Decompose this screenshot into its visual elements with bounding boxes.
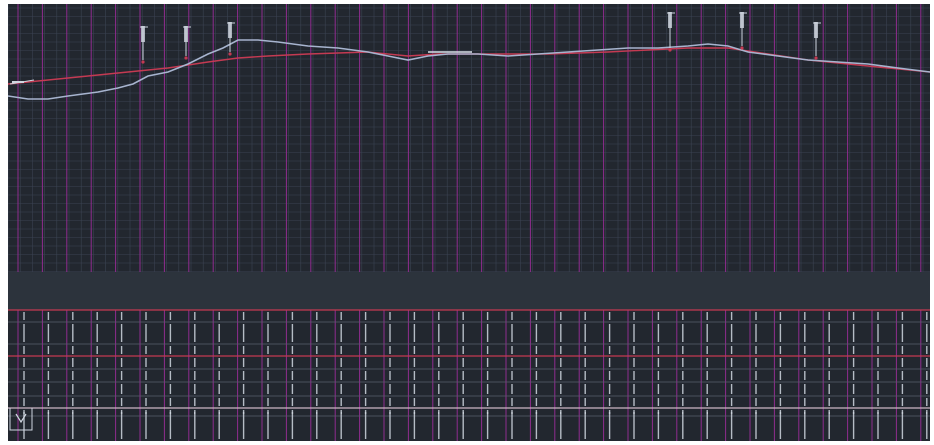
- grid-major-lines: [17, 4, 922, 441]
- start-label: [9, 79, 35, 85]
- vertical-curve-marker: [140, 26, 148, 64]
- profile-drawing-canvas[interactable]: [8, 4, 930, 441]
- vertical-curve-marker: [667, 12, 675, 52]
- vertical-curve-marker: [183, 26, 191, 60]
- data-table-band: [8, 272, 930, 310]
- ground-profile-line[interactable]: [8, 39, 930, 100]
- vertical-curve-marker: [813, 22, 821, 60]
- vertical-curve-marker: [739, 12, 747, 50]
- ucs-axis-icon: [9, 407, 33, 431]
- drawing-viewport[interactable]: [8, 4, 930, 441]
- vertical-curve-markers: [140, 12, 821, 64]
- mid-label: [428, 51, 472, 53]
- profile-data-table: [8, 309, 930, 439]
- grid-minor-lines: [8, 4, 930, 272]
- vertical-curve-marker: [227, 22, 235, 56]
